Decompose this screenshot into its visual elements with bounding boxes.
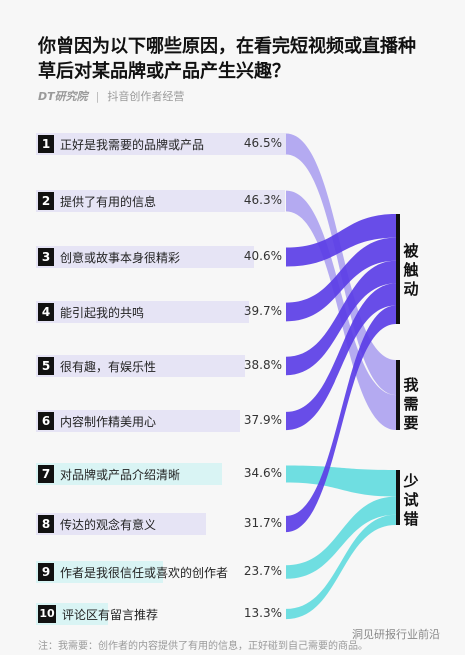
reason-value: 38.8% xyxy=(243,358,282,372)
reason-bar xyxy=(36,561,164,583)
rank-badge: 6 xyxy=(38,412,54,430)
rank-badge: 5 xyxy=(38,357,54,375)
reason-row: 3 创意或故事本身很精彩 40.6% xyxy=(36,246,286,268)
rank-badge: 8 xyxy=(38,515,54,533)
flow-8 xyxy=(286,305,396,533)
reason-value: 46.5% xyxy=(243,136,282,150)
reason-value: 13.3% xyxy=(243,606,282,620)
reason-value: 46.3% xyxy=(243,193,282,207)
reason-value: 40.6% xyxy=(243,249,282,263)
reason-bar xyxy=(36,513,207,535)
reason-label: 能引起我的共鸣 xyxy=(60,306,145,320)
reason-label: 正好是我需要的品牌或产品 xyxy=(60,138,205,152)
reason-bar xyxy=(36,355,245,377)
category-bar-少试错 xyxy=(396,470,400,525)
flow-10 xyxy=(286,514,396,620)
flow-7 xyxy=(286,465,396,497)
reason-bar xyxy=(36,246,255,268)
reason-value: 31.7% xyxy=(243,516,282,530)
reason-row: 4 能引起我的共鸣 39.7% xyxy=(36,301,286,323)
rank-badge: 4 xyxy=(38,303,54,321)
reason-label: 提供了有用的信息 xyxy=(60,195,157,209)
flow-1 xyxy=(286,133,396,396)
reason-bar xyxy=(36,410,240,432)
dt-logo: DT研究院 xyxy=(38,90,88,103)
reason-label: 传达的观念有意义 xyxy=(60,518,157,532)
flow-4 xyxy=(286,237,396,322)
reason-row: 5 很有趣，有娱乐性 38.8% xyxy=(36,355,286,377)
reason-bar xyxy=(36,301,250,323)
source-partner: 抖音创作者经营 xyxy=(107,90,185,103)
source-line: DT研究院 | 抖音创作者经营 xyxy=(38,88,184,104)
rank-badge: 1 xyxy=(38,135,54,153)
flow-6 xyxy=(286,283,396,431)
reason-bar xyxy=(36,190,285,212)
rank-badge: 10 xyxy=(38,605,56,623)
reason-row: 7 对品牌或产品介绍清晰 34.6% xyxy=(36,463,286,485)
reason-label: 作者是我很信任或喜欢的创作者 xyxy=(60,566,229,580)
reason-row: 9 作者是我很信任或喜欢的创作者 23.7% xyxy=(36,561,286,583)
title-line-1: 你曾因为以下哪些原因，在看完短视频或直播种 xyxy=(38,36,416,57)
flow-9 xyxy=(286,496,396,579)
rank-badge: 3 xyxy=(38,248,54,266)
rank-badge: 2 xyxy=(38,192,54,210)
reason-value: 37.9% xyxy=(243,413,282,427)
reason-label: 内容制作精美用心 xyxy=(60,415,157,429)
reason-value: 23.7% xyxy=(243,564,282,578)
flow-3 xyxy=(286,214,396,267)
reason-row: 10 评论区有留言推荐 13.3% xyxy=(36,603,286,625)
category-label-我需要: 我需要 xyxy=(403,376,419,432)
reason-label: 很有趣，有娱乐性 xyxy=(60,360,157,374)
category-bar-我需要 xyxy=(396,360,400,430)
flow-5 xyxy=(286,260,396,376)
reason-value: 34.6% xyxy=(243,466,282,480)
watermark: 洞见研报行业前沿 xyxy=(352,628,440,641)
reason-bar xyxy=(36,463,223,485)
reason-row: 2 提供了有用的信息 46.3% xyxy=(36,190,286,212)
reason-value: 39.7% xyxy=(243,304,282,318)
reason-label: 创意或故事本身很精彩 xyxy=(60,251,181,265)
reason-row: 1 正好是我需要的品牌或产品 46.5% xyxy=(36,133,286,155)
footnote: 注：我需要：创作者的内容提供了有用的信息，正好碰到自己需要的商品。 xyxy=(38,641,368,652)
chart-title: 你曾因为以下哪些原因，在看完短视频或直播种 草后对某品牌或产品产生兴趣？ xyxy=(38,34,458,84)
reason-row: 6 内容制作精美用心 37.9% xyxy=(36,410,286,432)
reason-label: 评论区有留言推荐 xyxy=(62,608,159,622)
reason-bar xyxy=(36,133,286,155)
category-bar-被触动 xyxy=(396,214,400,324)
title-line-2: 草后对某品牌或产品产生兴趣？ xyxy=(38,61,290,82)
rank-badge: 9 xyxy=(38,563,54,581)
source-separator: | xyxy=(95,90,100,103)
reason-label: 对品牌或产品介绍清晰 xyxy=(60,468,181,482)
rank-badge: 7 xyxy=(38,465,54,483)
reason-row: 8 传达的观念有意义 31.7% xyxy=(36,513,286,535)
category-label-少试错: 少试错 xyxy=(403,472,419,528)
category-label-被触动: 被触动 xyxy=(403,242,419,298)
